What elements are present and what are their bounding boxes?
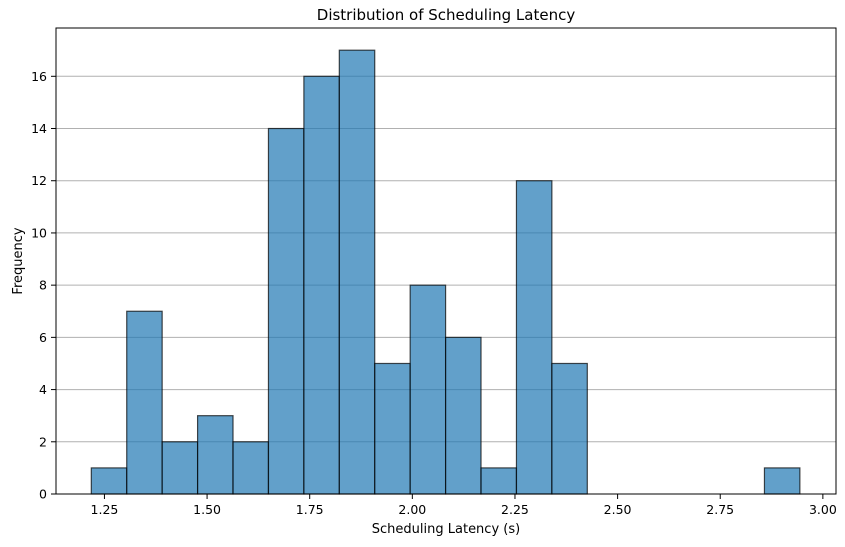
histogram-bar-9 xyxy=(409,284,447,495)
histogram-bar-19 xyxy=(763,467,801,495)
x-tick-label-0: 1.25 xyxy=(91,502,119,517)
y-axis-label: Frequency xyxy=(11,227,26,294)
x-axis-ticks: 1.25 1.50 1.75 2.00 2.25 2.50 2.75 3.00 xyxy=(91,494,837,517)
x-tick-label-3: 2.00 xyxy=(398,502,426,517)
x-tick-label-1: 1.50 xyxy=(193,502,221,517)
histogram-bars xyxy=(90,49,801,495)
x-tick-label-4: 2.25 xyxy=(501,502,529,517)
y-tick-label-5: 10 xyxy=(31,225,47,240)
y-tick-label-8: 16 xyxy=(31,69,47,84)
y-tick-label-1: 2 xyxy=(39,434,47,449)
y-tick-label-7: 14 xyxy=(31,121,47,136)
plot-frame xyxy=(55,27,837,495)
histogram-bar-0 xyxy=(90,467,128,495)
histogram-bar-12 xyxy=(515,180,553,495)
histogram-bar-2 xyxy=(161,441,199,495)
histogram-bar-4 xyxy=(232,441,270,495)
y-tick-label-4: 8 xyxy=(39,278,47,293)
histogram-bar-1 xyxy=(126,310,163,495)
x-tick-label-2: 1.75 xyxy=(296,502,324,517)
histogram-bar-6 xyxy=(303,75,340,495)
y-axis-ticks: 0 2 4 6 8 10 12 14 16 xyxy=(31,69,56,502)
y-tick-label-3: 6 xyxy=(39,330,47,345)
histogram-bar-7 xyxy=(338,49,376,495)
histogram-bar-8 xyxy=(374,362,411,495)
histogram-bar-5 xyxy=(267,127,305,495)
x-axis-label: Scheduling Latency (s) xyxy=(372,522,520,537)
x-tick-label-5: 2.50 xyxy=(604,502,632,517)
x-tick-label-6: 2.75 xyxy=(706,502,734,517)
x-tick-label-7: 3.00 xyxy=(809,502,837,517)
histogram-bar-13 xyxy=(551,362,588,495)
histogram-bar-3 xyxy=(196,415,234,495)
y-tick-label-6: 12 xyxy=(31,173,47,188)
histogram-bar-11 xyxy=(480,467,518,495)
histogram-bar-10 xyxy=(444,336,482,495)
chart-title: Distribution of Scheduling Latency xyxy=(317,6,576,24)
y-tick-label-0: 0 xyxy=(39,487,47,502)
y-tick-label-2: 4 xyxy=(39,382,47,397)
